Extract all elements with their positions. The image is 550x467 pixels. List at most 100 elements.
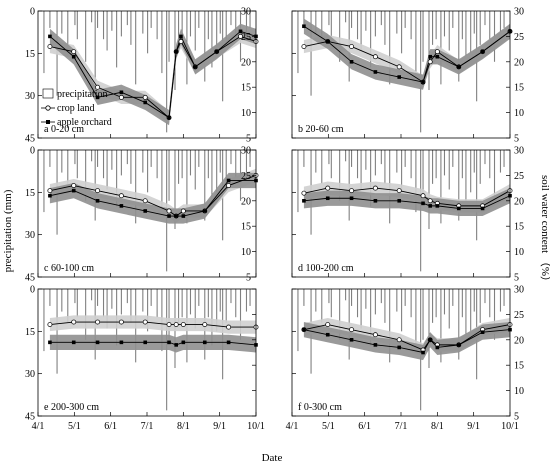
- precip-tick-label: 15: [25, 188, 35, 199]
- swc-tick-label: 15: [514, 361, 524, 372]
- crop-point: [396, 188, 402, 194]
- legend-precip-swatch: [42, 88, 54, 99]
- swc-tick-label: 30: [514, 146, 524, 157]
- orchard-point: [214, 49, 219, 54]
- swc-tick-label: 20: [514, 335, 524, 346]
- precip-tick-label: 45: [25, 273, 35, 284]
- precip-tick-label: 15: [25, 327, 35, 338]
- orchard-point: [373, 199, 378, 203]
- swc-tick-label: 30: [514, 285, 524, 296]
- crop-point: [142, 319, 148, 325]
- crop-point: [349, 327, 355, 333]
- crop-point: [427, 198, 433, 204]
- precip-tick-label: 0: [30, 146, 35, 157]
- swc-tick-label: 20: [241, 57, 251, 68]
- swc-tick-label: 5: [246, 134, 251, 145]
- crop-point: [142, 198, 148, 204]
- panel-5: 0 15 30 454/1 5/1 6/1 7/1 8/1 9/1 10/1 e 200-300 c…: [25, 285, 265, 433]
- swc-tick-label: 25: [514, 171, 524, 182]
- orchard-point: [193, 65, 198, 69]
- swc-tick-label: 25: [241, 32, 251, 43]
- orchard-point: [435, 204, 440, 208]
- orchard-point: [48, 34, 52, 39]
- crop-point: [372, 332, 378, 338]
- orchard-point: [428, 204, 432, 208]
- x-tick-label: 7/1: [141, 421, 154, 432]
- orchard-point: [456, 206, 461, 211]
- orchard-point: [143, 209, 148, 213]
- crop-point: [142, 94, 148, 100]
- orchard-band: [303, 322, 510, 361]
- orchard-point: [456, 65, 461, 69]
- swc-tick-label: 25: [514, 310, 524, 321]
- swc-tick-label: 20: [241, 196, 251, 207]
- orchard-point: [167, 214, 171, 218]
- orchard-point: [480, 49, 485, 54]
- crop-point: [396, 64, 402, 70]
- crop-point: [47, 188, 53, 194]
- crop-point: [301, 44, 307, 50]
- legend-crop-marker: [45, 105, 51, 111]
- orchard-point: [167, 115, 171, 120]
- x-tick-label: 8/1: [177, 421, 190, 432]
- swc-tick-label: 25: [514, 32, 524, 43]
- x-tick-label: 10/1: [501, 421, 519, 432]
- y-axis-right-title: soil water content （%）: [539, 175, 550, 287]
- swc-tick-label: 10: [241, 247, 251, 258]
- panel-frame: [37, 288, 257, 417]
- panel-6: 5 10 15 20 25 30 4/1 5/1 6/1 7/1 8/1 9/1 10/1 f 0-300…: [286, 285, 524, 433]
- x-tick-label: 10/1: [247, 421, 265, 432]
- orchard-point: [435, 345, 440, 350]
- crop-point: [71, 183, 77, 189]
- orchard-point: [71, 340, 76, 345]
- crop-point: [349, 44, 355, 50]
- precip-tick-label: 0: [30, 7, 35, 18]
- x-tick-label: 6/1: [358, 421, 371, 432]
- legend-orchard-marker: [46, 120, 50, 124]
- orchard-point: [202, 209, 207, 213]
- swc-tick-label: 20: [514, 196, 524, 207]
- crop-point: [95, 319, 101, 325]
- x-axis-title: Date: [262, 452, 283, 464]
- legend-precip-label: precipitation: [57, 89, 108, 100]
- x-tick-label: 4/1: [32, 421, 45, 432]
- orchard-point: [143, 340, 148, 345]
- panel-label: c 60-100 cm: [44, 263, 94, 274]
- swc-tick-label: 5: [514, 273, 519, 284]
- crop-point: [47, 322, 53, 328]
- orchard-point: [119, 90, 124, 95]
- x-tick-label: 9/1: [467, 421, 480, 432]
- orchard-point: [397, 199, 402, 203]
- orchard-band: [49, 23, 256, 126]
- swc-tick-label: 25: [241, 171, 251, 182]
- crop-point: [166, 208, 172, 214]
- orchard-point: [435, 54, 440, 59]
- panel-label: b 20-60 cm: [298, 124, 344, 135]
- orchard-point: [421, 80, 425, 84]
- swc-tick-label: 30: [241, 7, 251, 18]
- swc-tick-label: 30: [514, 7, 524, 18]
- orchard-point: [48, 340, 52, 345]
- x-tick-label: 4/1: [286, 421, 299, 432]
- crop-point: [95, 84, 101, 90]
- orchard-point: [428, 338, 432, 342]
- legend-crop-label: crop land: [57, 103, 95, 114]
- orchard-band: [303, 18, 510, 90]
- x-tick-label: 7/1: [395, 421, 408, 432]
- swc-tick-label: 5: [246, 273, 251, 284]
- orchard-point: [349, 338, 354, 342]
- swc-tick-label: 10: [514, 386, 524, 397]
- orchard-point: [95, 199, 100, 203]
- orchard-point: [421, 350, 425, 355]
- crop-point: [180, 322, 186, 328]
- orchard-point: [397, 345, 402, 350]
- orchard-band: [49, 334, 256, 353]
- panels-group: 0 15 30 45 5 10 15 20 25 30 a 0-20 cm 5 10 15 20 25 30 b …: [25, 7, 524, 433]
- crop-point: [325, 185, 331, 191]
- crop-point: [372, 54, 378, 60]
- orchard-point: [174, 343, 178, 347]
- crop-point: [95, 188, 101, 194]
- orchard-point: [119, 340, 124, 345]
- swc-tick-label: 15: [514, 83, 524, 94]
